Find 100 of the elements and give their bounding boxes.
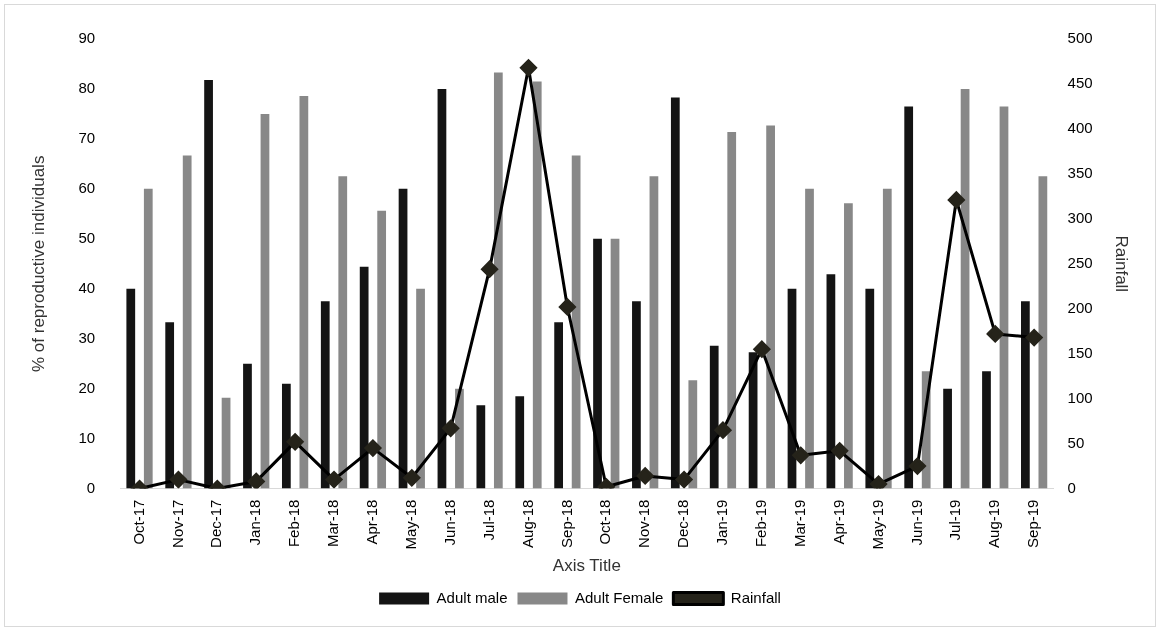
legend-label: Rainfall	[730, 588, 781, 606]
x-tick-label: Dec-18	[674, 499, 692, 548]
point	[286, 433, 304, 451]
bar	[476, 405, 486, 489]
y2-tick-label: 0	[1067, 478, 1076, 496]
x-tick-label: Aug-19	[985, 499, 1003, 548]
bar	[571, 155, 581, 489]
y2-tick-label: 300	[1067, 208, 1093, 226]
x-tick-label: Oct-17	[129, 499, 147, 545]
bar	[1038, 176, 1048, 489]
y2-axis-title: Rainfall	[1112, 235, 1132, 293]
y-tick-label: 70	[78, 129, 96, 147]
bar	[882, 188, 892, 489]
bar	[437, 88, 447, 489]
bar	[610, 238, 620, 489]
x-tick-label: Jun-19	[907, 499, 925, 546]
bar	[182, 155, 192, 489]
bar	[593, 238, 602, 489]
bar	[904, 106, 914, 489]
y-tick-label: 10	[78, 428, 96, 446]
x-tick-label: Apr-19	[829, 499, 847, 545]
bar	[943, 388, 952, 489]
point	[1025, 329, 1043, 347]
bar	[844, 203, 853, 489]
bar	[632, 301, 641, 489]
x-tick-label: Sep-18	[557, 499, 575, 548]
x-tick-label: Mar-18	[324, 499, 342, 548]
x-tick-label: Mar-19	[790, 499, 808, 548]
y-tick-label: 60	[78, 179, 96, 196]
x-tick-label: Jun-18	[440, 499, 458, 546]
x-tick-label: May-18	[401, 499, 419, 550]
bar	[359, 266, 369, 489]
y2-tick-label: 200	[1067, 298, 1093, 316]
y-tick-label: 90	[78, 29, 96, 47]
y2-tick-label: 450	[1067, 74, 1093, 92]
bar	[554, 322, 564, 489]
point	[403, 469, 421, 487]
x-tick-label: Jan-18	[246, 499, 264, 546]
point	[675, 471, 693, 489]
bar	[982, 371, 991, 489]
y2-tick-label: 400	[1067, 119, 1093, 137]
bar	[299, 95, 309, 489]
x-tick-label: Oct-18	[596, 499, 614, 545]
point	[986, 325, 1004, 343]
bar	[727, 131, 737, 489]
x-tick-label: Nov-17	[168, 499, 186, 548]
y-tick-label: 20	[78, 378, 96, 396]
bar	[865, 288, 875, 489]
bar	[532, 81, 542, 489]
bar	[766, 125, 775, 489]
bar	[999, 106, 1009, 489]
y-axis-title: % of reproductive individuals	[28, 155, 48, 372]
point	[636, 467, 654, 485]
point	[558, 298, 576, 316]
x-tick-label: Apr-18	[363, 499, 381, 545]
bar	[515, 396, 525, 489]
y2-tick-label: 150	[1067, 343, 1093, 361]
bar	[204, 79, 213, 489]
point	[519, 59, 537, 77]
x-axis-title: Axis Title	[552, 556, 621, 576]
bar	[416, 288, 425, 489]
bar	[260, 113, 270, 489]
bar	[377, 210, 387, 489]
legend-label: Adult male	[436, 588, 508, 606]
y-tick-label: 40	[78, 278, 96, 296]
y2-tick-label: 100	[1067, 388, 1093, 406]
point	[908, 457, 926, 475]
point	[831, 442, 849, 460]
point	[364, 439, 382, 457]
y-tick-label: 80	[78, 79, 96, 97]
point	[947, 191, 965, 209]
point	[169, 471, 187, 489]
bar	[281, 383, 291, 489]
y2-tick-label: 250	[1067, 253, 1093, 271]
x-tick-label: Aug-18	[518, 499, 536, 548]
bar	[338, 176, 348, 489]
x-tick-label: May-19	[868, 499, 886, 550]
x-tick-label: Nov-18	[635, 499, 653, 548]
y-tick-label: 30	[78, 328, 96, 346]
point	[481, 260, 499, 278]
x-tick-label: Jan-19	[713, 499, 731, 546]
y-tick-label: 0	[86, 478, 96, 496]
bar	[320, 301, 330, 489]
bar	[805, 188, 814, 489]
y-tick-label: 50	[78, 228, 96, 246]
point	[870, 475, 888, 489]
y2-tick-label: 500	[1067, 29, 1093, 47]
bar	[243, 363, 252, 489]
y2-tick-label: 350	[1067, 164, 1093, 182]
bar	[688, 380, 698, 489]
point	[247, 472, 265, 489]
bar	[126, 288, 136, 489]
bar	[709, 345, 719, 489]
bar	[143, 188, 153, 489]
bar	[649, 176, 659, 489]
x-tick-label: Feb-19	[752, 499, 769, 548]
x-tick-label: Jul-19	[946, 499, 964, 541]
legend-label: Adult Female	[574, 588, 664, 606]
point	[753, 340, 771, 358]
bar	[1021, 301, 1030, 489]
